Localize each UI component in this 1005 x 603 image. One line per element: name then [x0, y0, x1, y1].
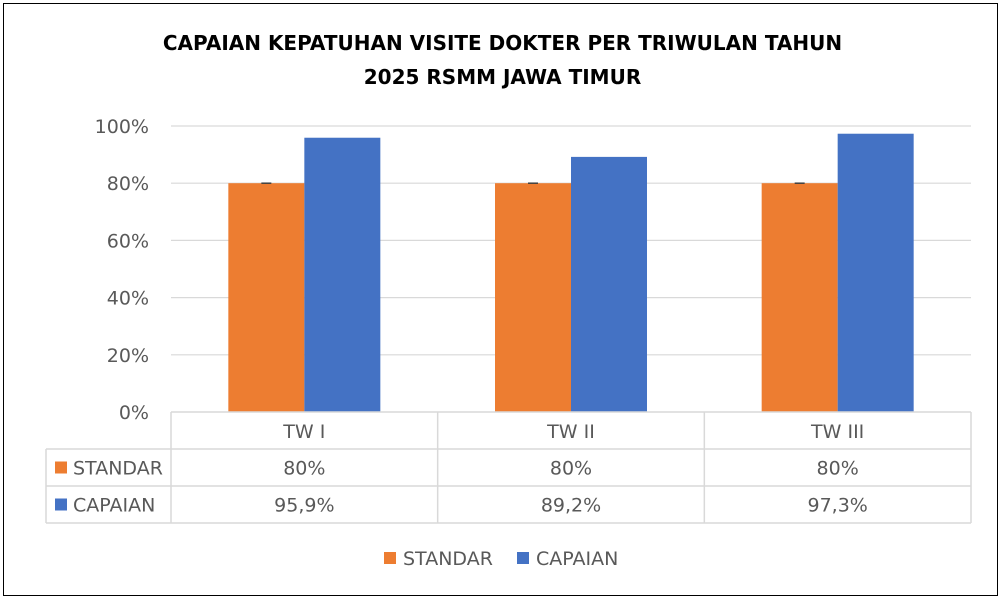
bar-capaian [304, 137, 381, 412]
y-tick-label: 60% [107, 230, 149, 252]
chart-title-line-2: 2025 RSMM JAWA TIMUR [363, 65, 642, 89]
bar-capaian [837, 133, 914, 413]
data-label: 97,3% [807, 495, 867, 517]
data-label: 80% [817, 458, 859, 480]
table-series-label: STANDAR [73, 458, 163, 480]
y-tick-label: 20% [107, 345, 149, 367]
x-category-label: TW II [546, 421, 595, 443]
data-label: 95,9% [274, 495, 334, 517]
legend-label: CAPAIAN [536, 548, 618, 570]
chart-frame [3, 3, 998, 596]
y-tick-label: 80% [107, 173, 149, 195]
data-label: 80% [550, 458, 592, 480]
chart-title: CAPAIAN KEPATUHAN VISITE DOKTER PER TRIW… [0, 26, 1005, 94]
data-label: 89,2% [541, 495, 601, 517]
y-tick-label: 0% [119, 402, 149, 424]
data-label: 80% [283, 458, 325, 480]
chart-title-line-1: CAPAIAN KEPATUHAN VISITE DOKTER PER TRIW… [162, 31, 843, 55]
table-series-label: CAPAIAN [73, 495, 155, 517]
legend-key [384, 552, 396, 564]
y-tick-label: 40% [107, 288, 149, 310]
x-category-label: TW I [282, 421, 325, 443]
bar-standar [228, 183, 305, 412]
table-legend-key [55, 498, 67, 511]
legend-key [517, 552, 529, 564]
y-tick-label: 100% [95, 116, 149, 138]
bar-standar [761, 183, 838, 412]
x-category-label: TW III [810, 421, 864, 443]
bar-standar [495, 183, 571, 412]
table-legend-key [55, 461, 67, 474]
bar-capaian [571, 156, 647, 412]
legend-label: STANDAR [403, 548, 493, 570]
